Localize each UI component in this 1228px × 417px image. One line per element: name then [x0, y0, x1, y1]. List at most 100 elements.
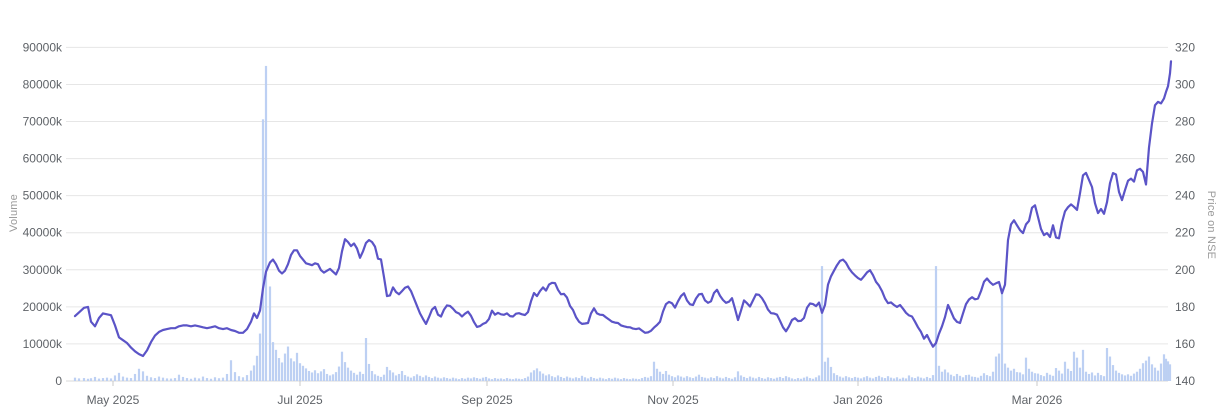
volume-bar	[649, 376, 653, 381]
volume-bar	[400, 370, 404, 381]
volume-bar	[394, 375, 398, 381]
volume-bar	[814, 377, 818, 381]
volume-bar	[295, 352, 299, 381]
volume-bar	[517, 378, 521, 381]
volume-bar	[1000, 288, 1004, 381]
volume-bar	[634, 378, 638, 381]
volume-bar	[433, 376, 437, 381]
volume-bar	[82, 378, 86, 381]
volume-bar	[245, 375, 249, 381]
volume-bar	[1138, 368, 1142, 381]
volume-bar	[185, 378, 189, 381]
volume-bar	[538, 371, 542, 381]
price-tick-label: 240	[1175, 189, 1195, 203]
volume-bar	[145, 375, 149, 381]
volume-bar	[850, 378, 854, 381]
volume-bar	[493, 378, 497, 381]
volume-bar	[880, 377, 884, 381]
volume-bar	[1030, 371, 1034, 381]
volume-bar	[991, 371, 995, 381]
volume-bar	[316, 373, 320, 381]
volume-bar	[766, 377, 770, 381]
volume-bar	[1096, 372, 1100, 381]
volume-bar	[802, 377, 806, 381]
volume-bar	[352, 372, 356, 381]
volume-bar	[406, 376, 410, 381]
volume-tick-label: 90000k	[23, 40, 63, 54]
volume-bar	[514, 378, 518, 381]
volume-bar	[169, 378, 173, 381]
price-line[interactable]	[73, 60, 1173, 358]
volume-bar	[340, 351, 344, 381]
volume-bar	[640, 378, 644, 381]
volume-bar	[658, 371, 662, 381]
volume-bar	[1159, 363, 1163, 381]
volume-bar	[862, 377, 866, 381]
volume-bar	[261, 119, 265, 382]
volume-bar	[490, 379, 494, 381]
volume-bar	[121, 376, 125, 381]
volume-bar	[367, 363, 371, 381]
volume-bar	[1123, 375, 1127, 381]
volume-bar	[772, 378, 776, 381]
volume-bar	[105, 377, 109, 381]
volume-bar	[1057, 370, 1061, 381]
volume-bar	[952, 376, 956, 381]
volume-bar	[346, 367, 350, 381]
volume-bar	[379, 376, 383, 381]
volume-bar	[829, 366, 833, 381]
volume-bar	[307, 370, 311, 381]
volume-bar	[451, 377, 455, 381]
volume-bar	[442, 377, 446, 381]
volume-bar	[1120, 374, 1124, 381]
volume-bar	[961, 377, 965, 381]
volume-bar	[979, 375, 983, 381]
volume-bar	[421, 377, 425, 381]
volume-bar	[799, 378, 803, 381]
volume-bar	[1009, 370, 1013, 381]
volume-bar	[1081, 349, 1085, 381]
volume-bar	[376, 375, 380, 381]
volume-bar	[679, 376, 683, 381]
volume-bar	[1102, 376, 1106, 381]
volume-bar	[1048, 374, 1052, 381]
volume-bar	[541, 373, 545, 381]
volume-bar	[319, 371, 323, 381]
volume-bar	[221, 377, 225, 381]
volume-bar	[397, 373, 401, 381]
volume-bar	[943, 369, 947, 381]
volume-bar	[403, 375, 407, 381]
price-tick-label: 260	[1175, 152, 1195, 166]
volume-bar	[889, 377, 893, 381]
volume-bar	[529, 372, 533, 381]
volume-bar	[233, 372, 237, 381]
volume-bars[interactable]	[73, 65, 1172, 382]
volume-tick-label: 70000k	[23, 115, 63, 129]
volume-bar	[331, 374, 335, 381]
volume-bar	[1164, 358, 1168, 381]
volume-bar	[661, 373, 665, 381]
x-tick-label: Jan 2026	[833, 393, 883, 407]
volume-bar	[209, 378, 213, 381]
x-tick-label: Nov 2025	[647, 393, 699, 407]
volume-tick-label: 30000k	[23, 263, 63, 277]
volume-bar	[97, 378, 101, 381]
volume-bar	[237, 376, 241, 381]
volume-bar	[1126, 374, 1130, 381]
volume-bar	[589, 376, 593, 381]
volume-bar	[817, 375, 821, 381]
volume-bar	[310, 372, 314, 381]
volume-bar	[868, 377, 872, 381]
volume-bar	[550, 376, 554, 381]
volume-bar	[688, 377, 692, 381]
volume-bar	[562, 378, 566, 381]
volume-bar	[252, 365, 256, 381]
volume-bar	[781, 378, 785, 381]
volume-bar	[463, 378, 467, 381]
volume-bar	[89, 378, 93, 381]
volume-bar	[241, 377, 245, 381]
volume-bar	[1117, 372, 1121, 381]
volume-bar	[304, 368, 308, 381]
